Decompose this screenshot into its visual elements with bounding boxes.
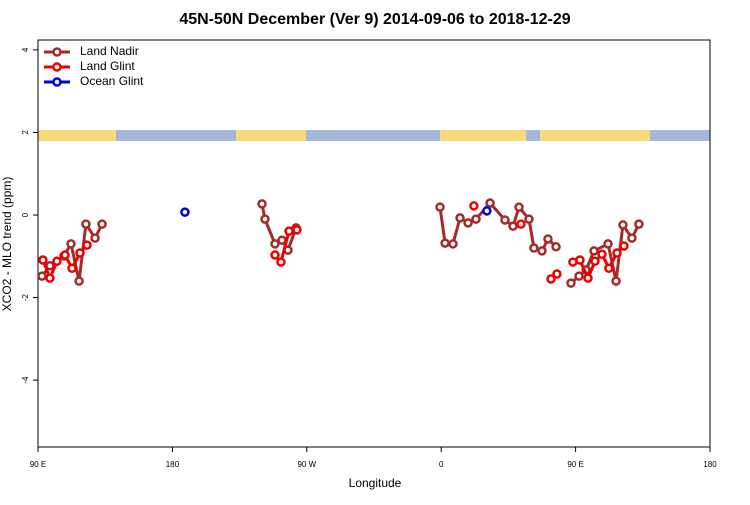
point xyxy=(82,240,92,250)
point xyxy=(52,256,62,266)
point xyxy=(60,250,70,260)
point xyxy=(74,276,84,286)
point xyxy=(469,201,479,211)
legend-label: Land Glint xyxy=(80,59,135,73)
point xyxy=(583,273,593,283)
point xyxy=(276,257,286,267)
point xyxy=(590,256,600,266)
y-tick-label: 4 xyxy=(21,47,30,52)
point xyxy=(180,207,190,217)
point xyxy=(45,273,55,283)
point xyxy=(611,276,621,286)
point xyxy=(67,263,77,274)
point xyxy=(435,202,445,212)
point xyxy=(75,248,85,258)
point xyxy=(90,233,100,243)
point xyxy=(448,239,458,249)
point xyxy=(543,234,553,244)
x-tick-label: 90 W xyxy=(297,460,316,469)
point xyxy=(634,219,644,229)
legend-label: Land Nadir xyxy=(80,44,139,58)
point xyxy=(597,249,607,259)
legend-marker xyxy=(52,62,62,72)
point xyxy=(529,243,539,253)
point xyxy=(604,263,614,274)
point xyxy=(38,255,48,265)
point xyxy=(589,246,599,256)
legend-marker xyxy=(52,47,62,57)
point xyxy=(485,198,495,208)
point xyxy=(546,274,556,284)
point xyxy=(440,238,450,248)
y-axis-label: XCO2 - MLO trend (ppm) xyxy=(0,177,14,312)
y-tick-label: -2 xyxy=(21,293,30,301)
point xyxy=(551,242,561,252)
point xyxy=(455,213,465,223)
point xyxy=(270,239,280,249)
land-strip xyxy=(38,130,710,141)
point xyxy=(574,271,584,281)
legend-marker xyxy=(52,77,62,87)
y-tick-label: 2 xyxy=(21,130,30,135)
point xyxy=(566,278,576,288)
y-tick-label: -4 xyxy=(21,376,30,384)
y-tick-label: 0 xyxy=(21,212,30,217)
x-tick-label: 180 xyxy=(166,460,180,469)
point xyxy=(260,214,270,224)
point xyxy=(471,214,481,224)
point xyxy=(619,241,629,251)
legend-label: Ocean Glint xyxy=(80,74,144,88)
point xyxy=(514,202,524,212)
x-axis-label: Longitude xyxy=(349,476,402,490)
point xyxy=(516,219,526,229)
point xyxy=(552,269,562,279)
point xyxy=(284,226,294,236)
point xyxy=(257,199,267,209)
point xyxy=(524,214,534,224)
point xyxy=(277,235,287,245)
x-tick-label: 0 xyxy=(439,460,444,469)
point xyxy=(97,219,107,229)
point xyxy=(292,225,302,235)
point xyxy=(508,221,518,231)
point xyxy=(81,219,91,229)
point xyxy=(537,246,547,256)
plot-frame xyxy=(37,39,711,448)
point xyxy=(575,255,585,265)
point xyxy=(37,271,47,281)
point xyxy=(627,233,637,243)
point xyxy=(500,215,510,225)
x-tick-label: 180 xyxy=(703,460,717,469)
point xyxy=(612,248,622,258)
point xyxy=(270,250,280,260)
x-tick-label: 90 E xyxy=(567,460,583,469)
point xyxy=(482,206,492,216)
x-tick-label: 90 E xyxy=(30,460,46,469)
point xyxy=(618,220,628,230)
point xyxy=(463,218,473,228)
point xyxy=(66,239,76,249)
chart-title: 45N-50N December (Ver 9) 2014-09-06 to 2… xyxy=(179,11,570,28)
point xyxy=(603,239,613,249)
